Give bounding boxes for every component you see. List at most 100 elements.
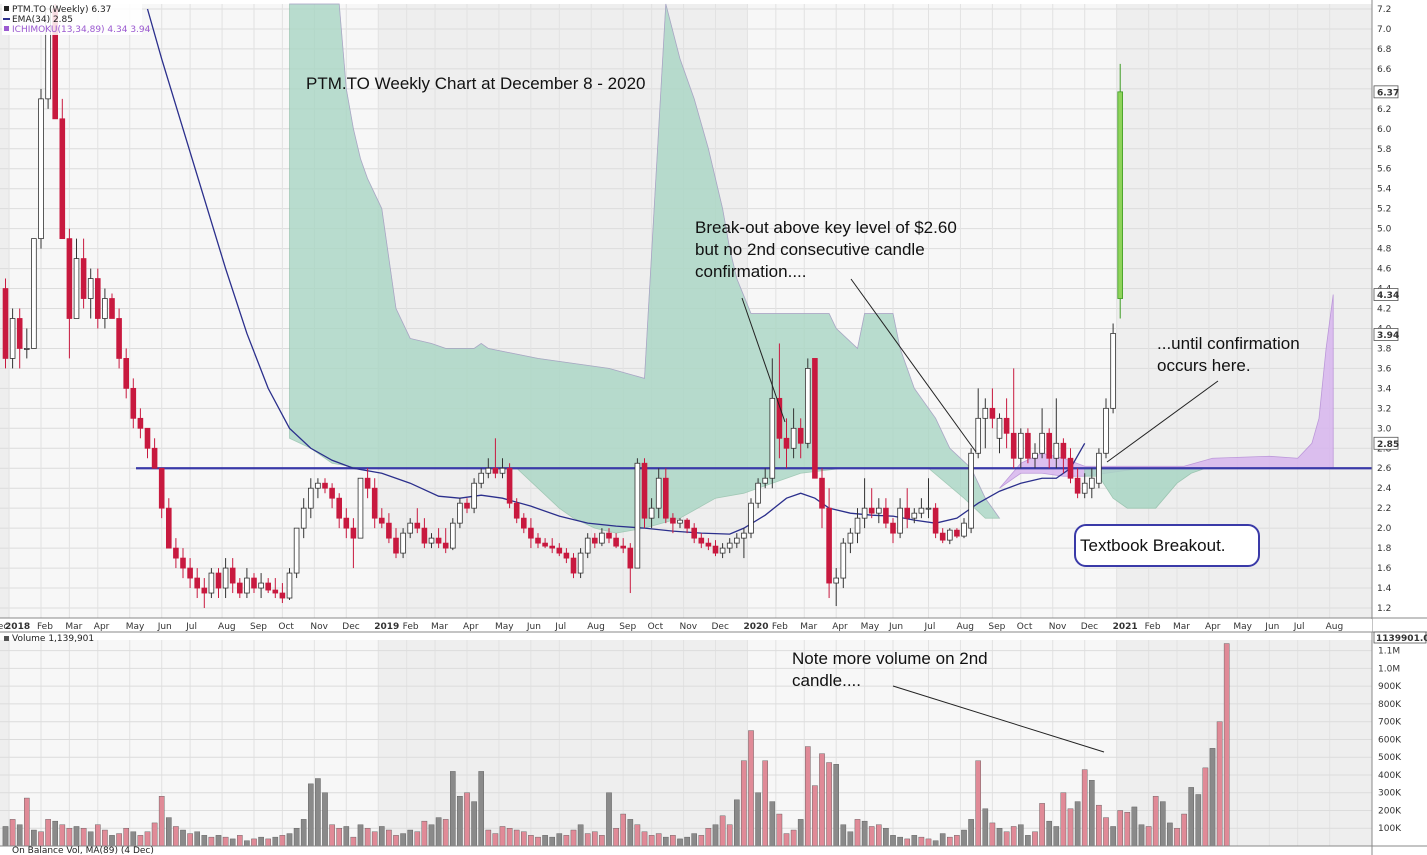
candle-body-155 [1103,407,1109,454]
candle-70 [499,458,506,479]
candle-body-95 [677,519,683,524]
volume-bar-49 [350,836,357,847]
volume-bar-21 [151,822,158,847]
candle-body-77 [549,545,555,549]
volume-bar-133 [947,836,953,847]
candle-100 [712,540,719,557]
legend-price: PTM.TO (Weekly) 6.37 [12,5,111,15]
volume-bar-128 [911,835,918,847]
price-tag-box-3 [1373,436,1399,450]
volume-tick-label-6: 700K [1378,718,1402,728]
candle-body-22 [158,467,165,509]
volume-bar-9 [66,828,73,847]
volume-bar-4 [31,829,37,847]
price-tick-label-30: 7.2 [1377,5,1391,15]
volume-bar-92 [655,833,662,847]
candle-11 [80,238,87,309]
volume-tick-label-5: 600K [1378,735,1402,745]
candle-65 [464,498,470,514]
volume-bar-64 [457,796,463,847]
candle-body-113 [805,368,811,444]
candle-112 [797,418,804,459]
candle-136 [968,448,974,534]
candle-35 [251,573,257,594]
volume-bar-65 [464,792,470,847]
candle-96 [684,518,690,534]
volume-bar-157 [1117,810,1123,847]
candle-body-15 [109,298,115,319]
candle-78 [556,543,563,557]
volume-bar-74 [528,835,534,847]
candle-156 [1110,323,1116,414]
candle-99 [705,538,712,551]
volume-tag-label: 1139901.0 [1376,634,1427,644]
candle-body-101 [719,547,726,554]
volume-bar-38 [272,836,279,847]
x-tick-label-29: May [861,622,880,632]
x-tick-label-22: Oct [648,622,664,632]
volume-bar-158 [1124,812,1131,847]
candle-49 [350,518,357,569]
volume-bar-161 [1145,826,1152,847]
price-tick-label-12: 3.6 [1377,364,1392,374]
candle-56 [400,528,406,559]
candle-body-68 [485,467,492,474]
annotations: PTM.TO Weekly Chart at December 8 - 2020… [306,74,1300,753]
candle-132 [939,528,946,544]
candle-body-80 [570,557,577,574]
until-arrow [1106,380,1219,463]
volume-bar-112 [797,819,804,847]
volume-bar-109 [776,813,783,847]
candle-body-37 [265,582,271,591]
x-tick-label-24: Dec [712,622,729,632]
candle-body-153 [1089,477,1095,489]
volume-bar-129 [918,836,925,847]
x-axis-strip [0,619,1372,632]
candle-body-89 [634,462,641,569]
candle-133 [947,528,953,545]
volume-bar-58 [414,831,421,847]
volume-bar-88 [627,819,634,847]
candle-130 [925,478,932,519]
volume-bar-98 [698,835,705,847]
candle-body-36 [258,582,264,589]
volume-bar-93 [663,836,669,847]
candle-108 [769,358,776,489]
volume-bar-108 [769,801,776,847]
candle-body-12 [87,278,94,299]
candle-body-92 [655,477,662,509]
volume-bar-28 [201,835,208,847]
volume-bar-154 [1096,804,1102,847]
candle-60 [428,533,435,549]
volume-bar-94 [670,835,676,847]
volume-bar-144 [1025,835,1031,847]
candle-75 [535,533,541,549]
cloud-span-a-line [289,3,1000,519]
candle-body-108 [769,397,776,479]
candle-107 [762,468,768,489]
price-tick-label-13: 3.8 [1377,344,1392,354]
volume-bar-146 [1039,803,1045,847]
candle-71 [506,463,513,509]
volume-tick-label-8: 900K [1378,682,1402,692]
candle-body-33 [236,582,243,594]
candle-body-14 [102,298,108,319]
volume-bar-89 [634,824,641,847]
candle-155 [1103,398,1109,459]
candle-118 [840,538,847,589]
candle-157 [1117,63,1124,319]
x-tick-label-40: Apr [1205,622,1221,632]
candle-45 [322,478,328,494]
volume-panel-labels: Volume 1,139,901 On Balance Vol, MA(89) … [4,634,154,855]
candle-90 [641,458,648,529]
candle-body-28 [201,587,208,594]
volume-bar-119 [847,831,854,847]
x-tick-label-15: Mar [431,622,448,632]
x-tick-label-41: May [1233,622,1252,632]
x-tick-label-39: Mar [1173,622,1190,632]
volume-bar-48 [343,826,350,847]
volume-bar-142 [1010,826,1017,847]
volume-bar-159 [1131,806,1138,847]
candle-body-34 [244,577,250,594]
candle-10 [73,238,80,319]
